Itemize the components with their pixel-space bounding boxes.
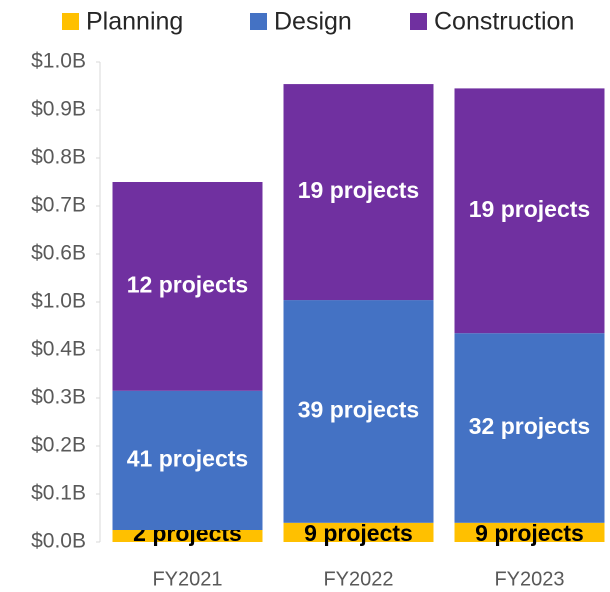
y-tick-label: $0.0B xyxy=(31,530,86,553)
data-label: 32 projects xyxy=(469,413,590,439)
y-tick-label: $0.8B xyxy=(31,146,86,169)
data-label: 19 projects xyxy=(469,196,590,222)
bar-segment xyxy=(112,530,263,542)
data-label: 41 projects xyxy=(127,445,248,471)
bar-segment xyxy=(283,300,434,523)
legend-swatch xyxy=(62,13,79,30)
bar-segment xyxy=(112,390,263,530)
y-tick-label: $0.9B xyxy=(31,98,86,121)
legend-label: Construction xyxy=(434,8,574,36)
data-label: 39 projects xyxy=(298,397,419,423)
y-tick-label: $0.2B xyxy=(31,434,86,457)
data-label: 9 projects xyxy=(304,520,413,546)
y-tick-label: $0.3B xyxy=(31,386,86,409)
bar-segment xyxy=(112,182,263,391)
bar-segment xyxy=(454,88,605,334)
legend-swatch xyxy=(250,13,267,30)
x-tick-label: FY2023 xyxy=(494,568,564,590)
legend-swatch xyxy=(410,13,427,30)
bar-segment xyxy=(283,522,434,542)
bar-segment xyxy=(283,84,434,301)
legend-label: Design xyxy=(274,8,352,36)
y-tick-label: $0.6B xyxy=(31,242,86,265)
bar-segment xyxy=(454,522,605,542)
bar-segment xyxy=(454,333,605,523)
x-tick-label: FY2022 xyxy=(323,568,393,590)
y-tick-label: $0.1B xyxy=(31,482,86,505)
y-tick-label: $0.4B xyxy=(31,338,86,361)
x-tick-label: FY2021 xyxy=(152,568,222,590)
y-tick-label: $0.7B xyxy=(31,194,86,217)
y-tick-label: $1.0B xyxy=(31,50,86,73)
data-label: 19 projects xyxy=(298,177,419,203)
data-label: 9 projects xyxy=(475,520,584,546)
y-tick-label: $1.0B xyxy=(31,290,86,313)
legend-label: Planning xyxy=(86,8,183,36)
data-label: 12 projects xyxy=(127,271,248,297)
